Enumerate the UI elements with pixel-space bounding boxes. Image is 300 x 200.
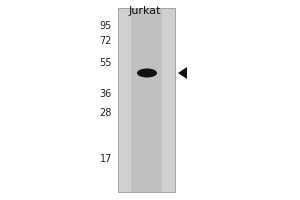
Text: 17: 17	[100, 154, 112, 164]
Text: 72: 72	[100, 36, 112, 46]
Text: Jurkat: Jurkat	[129, 6, 161, 16]
Bar	[118, 8, 175, 192]
Text: 55: 55	[100, 58, 112, 68]
Ellipse shape	[137, 68, 157, 77]
Polygon shape	[178, 67, 187, 79]
Text: 28: 28	[100, 108, 112, 118]
Text: 95: 95	[100, 21, 112, 31]
Bar	[131, 8, 162, 192]
Text: 36: 36	[100, 89, 112, 99]
